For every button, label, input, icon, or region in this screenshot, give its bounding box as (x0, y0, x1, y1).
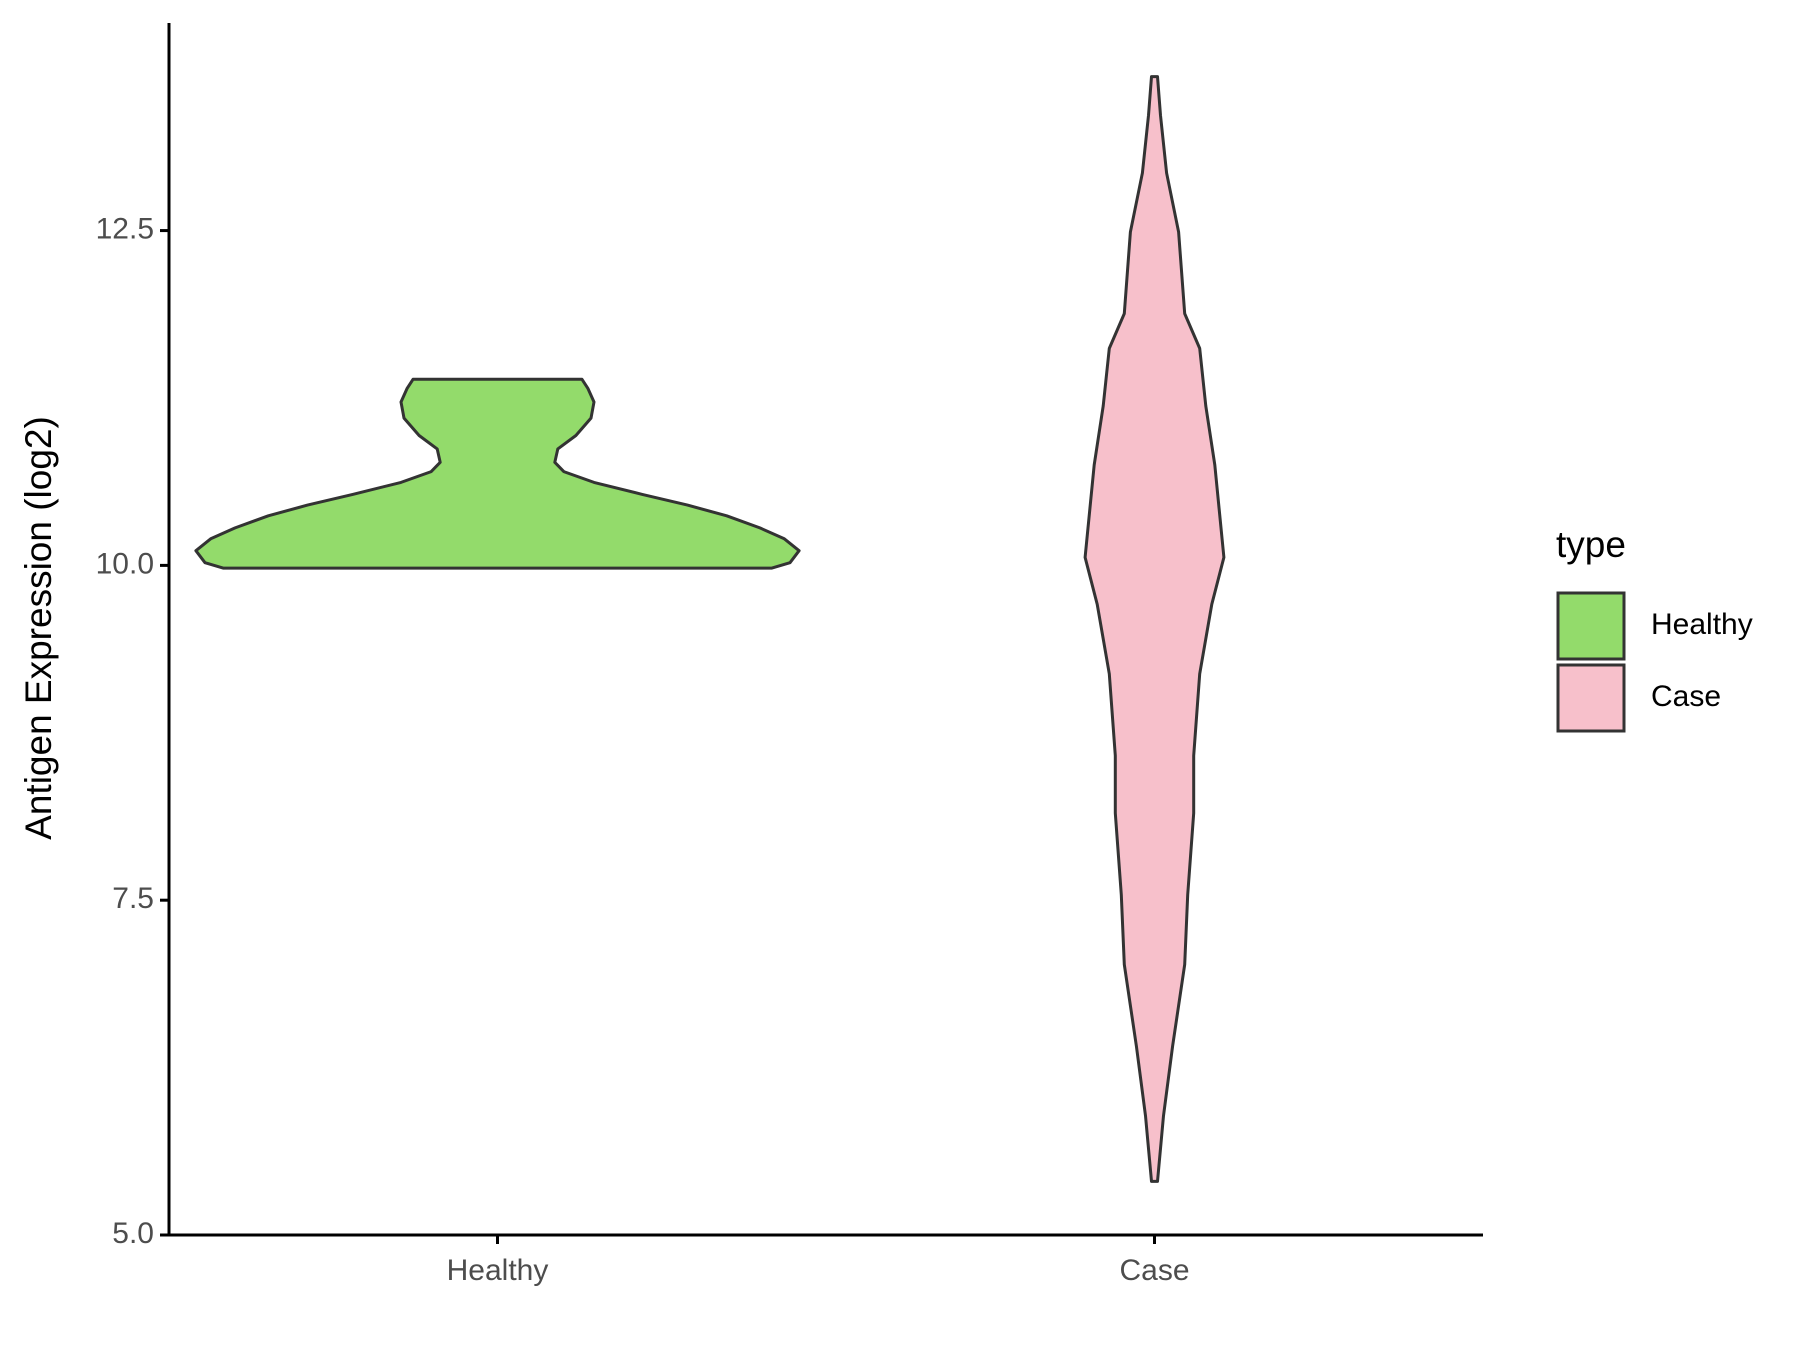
violin (194, 377, 801, 570)
legend-label: Healthy (1651, 608, 1753, 641)
y-tick-label: 7.5 (112, 882, 154, 915)
violin (1083, 75, 1226, 1183)
x-tick-label: Case (1119, 1254, 1189, 1287)
x-tick-label: Healthy (447, 1254, 549, 1287)
legend-key (1556, 663, 1626, 733)
legend-title: type (1556, 524, 1626, 565)
y-tick-label: 12.5 (96, 213, 154, 246)
y-tick-label: 5.0 (112, 1217, 154, 1250)
y-tick-label: 10.0 (96, 547, 154, 580)
y-axis-title: Antigen Expression (log2) (18, 416, 59, 840)
legend-key (1556, 591, 1626, 661)
legend-label: Case (1651, 680, 1721, 713)
